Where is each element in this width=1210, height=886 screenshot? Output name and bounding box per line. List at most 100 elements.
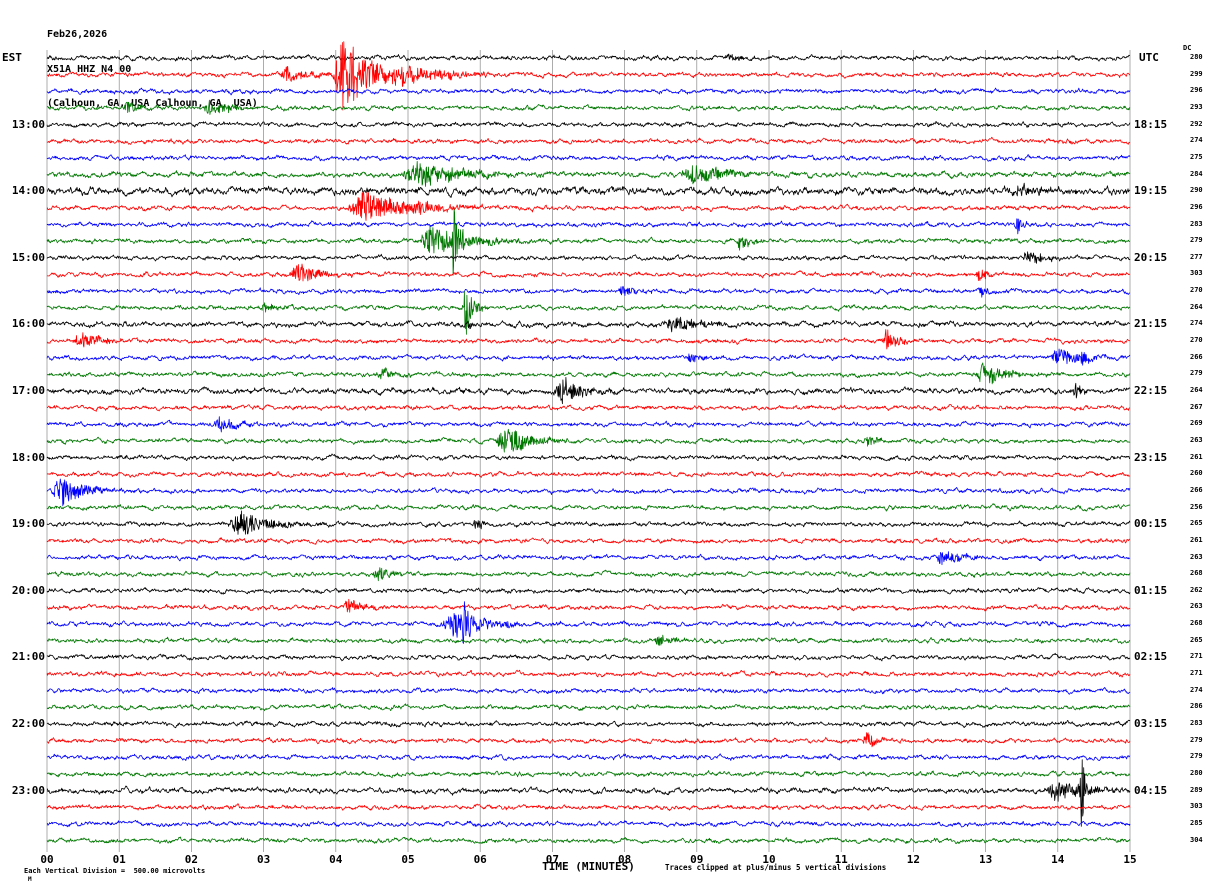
seismo-trace <box>46 41 1131 111</box>
right-time-label: 03:15 <box>1134 717 1168 730</box>
dc-value: 303 <box>1190 269 1203 278</box>
seismo-trace <box>46 719 1131 729</box>
dc-value: 296 <box>1190 202 1203 211</box>
dc-value: 262 <box>1190 585 1203 594</box>
x-tick-label: 03 <box>256 853 271 866</box>
x-tick-label: 01 <box>112 853 126 866</box>
dc-value: 279 <box>1190 369 1203 378</box>
x-tick-label: 15 <box>1123 853 1137 866</box>
dc-value: 270 <box>1190 286 1203 295</box>
seismo-trace <box>46 537 1130 545</box>
seismo-trace <box>46 348 1131 366</box>
x-tick-label: 02 <box>184 853 199 866</box>
seismo-trace <box>46 836 1131 845</box>
seismo-trace <box>47 634 1131 646</box>
seismo-trace <box>46 121 1131 128</box>
left-time-label: 22:00 <box>11 717 45 730</box>
right-time-label: 18:15 <box>1134 117 1168 131</box>
x-tick-label: 06 <box>473 853 487 866</box>
seismo-trace <box>46 190 1131 221</box>
vertical-scale-note: Each Vertical Division = 500.00 microvol… <box>24 867 206 875</box>
x-tick-label: 12 <box>906 853 921 866</box>
x-tick-label: 08 <box>617 853 632 866</box>
seismo-trace <box>46 819 1131 828</box>
title-location: (Calhoun, GA, USA Calhoun, GA, USA) <box>47 98 258 109</box>
seismo-trace <box>46 669 1131 678</box>
seismo-trace <box>46 285 1130 298</box>
dc-value: 265 <box>1190 519 1203 528</box>
seismo-trace <box>47 687 1131 695</box>
left-time-label: 20:00 <box>11 583 45 597</box>
seismo-trace <box>46 160 1131 187</box>
right-time-label: 04:15 <box>1134 783 1168 797</box>
x-tick-label: 00 <box>40 853 54 866</box>
dc-value: 268 <box>1190 619 1203 628</box>
seismo-trace <box>46 770 1131 779</box>
right-time-label: 22:15 <box>1134 384 1168 397</box>
left-time-label: 19:00 <box>11 517 45 531</box>
x-tick-label: 10 <box>762 853 776 866</box>
dc-value: 286 <box>1190 702 1203 711</box>
seismo-trace <box>46 470 1131 479</box>
seismo-trace <box>46 362 1131 385</box>
dc-value: 296 <box>1190 86 1203 95</box>
seismo-trace <box>46 703 1131 712</box>
dc-value: 269 <box>1190 419 1203 428</box>
dc-value: 266 <box>1190 352 1203 361</box>
right-time-label: 21:15 <box>1134 317 1168 331</box>
right-time-label: 02:15 <box>1134 650 1168 664</box>
seismo-trace <box>46 251 1131 264</box>
dc-value: 261 <box>1190 452 1203 461</box>
dc-value: 265 <box>1190 635 1203 644</box>
left-time-label: 21:00 <box>11 650 45 664</box>
seismo-trace <box>46 182 1131 198</box>
dc-value: 283 <box>1190 219 1203 228</box>
left-time-label: 14:00 <box>11 184 45 198</box>
right-time-label: 00:15 <box>1134 517 1168 531</box>
seismo-trace <box>46 428 1131 453</box>
seismo-trace <box>46 753 1131 761</box>
left-time-label: 23:00 <box>11 783 45 797</box>
seismo-trace <box>46 601 1131 644</box>
corner-scale-icon: M <box>28 876 32 883</box>
dc-value: 292 <box>1190 119 1203 128</box>
seismo-trace <box>46 208 1130 276</box>
right-time-label: 19:15 <box>1134 184 1168 198</box>
left-time-label: 17:00 <box>11 384 45 397</box>
dc-value: 304 <box>1190 835 1203 844</box>
x-axis-title: TIME (MINUTES) <box>542 860 635 873</box>
seismo-trace <box>46 478 1131 507</box>
seismo-trace <box>46 218 1131 235</box>
dc-value: 283 <box>1190 719 1203 727</box>
left-time-label: 13:00 <box>11 117 45 131</box>
dc-value: 267 <box>1190 402 1203 411</box>
x-tick-label: 14 <box>1051 853 1065 866</box>
seismo-trace <box>46 803 1131 812</box>
dc-value: 263 <box>1190 552 1203 561</box>
title-station: X51A HHZ N4 00 <box>47 63 132 75</box>
seismo-trace <box>46 503 1131 512</box>
x-tick-label: 07 <box>545 853 560 866</box>
dc-value: 280 <box>1190 53 1203 61</box>
left-time-label: 18:00 <box>11 450 45 464</box>
right-time-label: 23:15 <box>1134 450 1168 464</box>
dc-value: 264 <box>1190 302 1203 311</box>
seismo-trace <box>46 732 1131 748</box>
dc-value: 261 <box>1190 535 1203 544</box>
x-tick-label: 04 <box>329 853 343 866</box>
seismo-trace <box>46 376 1131 405</box>
dc-value: 268 <box>1190 569 1203 578</box>
seismo-trace <box>46 510 1131 535</box>
title-date: Feb26,2026 <box>47 29 108 40</box>
seismo-trace <box>46 99 1131 115</box>
seismo-trace <box>46 263 1131 282</box>
dc-value: 285 <box>1190 818 1203 827</box>
dc-value: 303 <box>1190 802 1203 811</box>
dc-value: 290 <box>1190 186 1203 195</box>
x-tick-label: 11 <box>834 853 848 866</box>
dc-value: 264 <box>1190 386 1203 394</box>
dc-value: 279 <box>1190 236 1203 245</box>
seismo-trace <box>46 652 1131 662</box>
